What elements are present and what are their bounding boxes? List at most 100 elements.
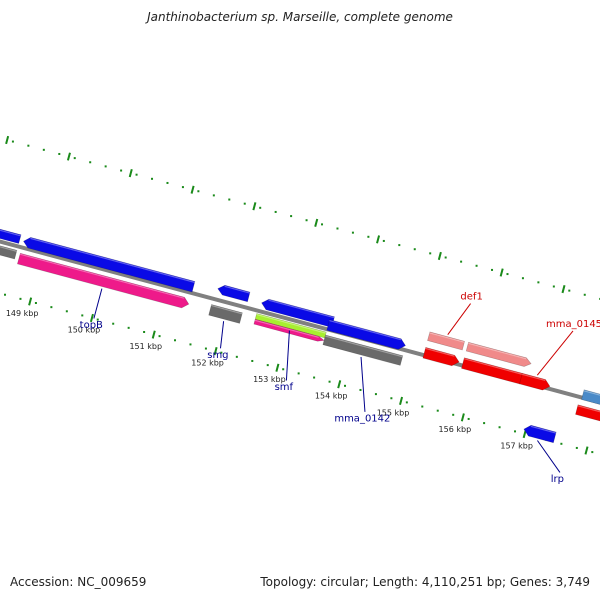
tick-dot	[274, 210, 277, 213]
gene-arrow	[575, 404, 600, 422]
tick-dot	[11, 140, 14, 143]
accession-label: Accession: NC_009659	[10, 575, 147, 589]
tick-dot	[42, 148, 45, 151]
tick-dot	[591, 451, 594, 454]
tick-dot	[552, 285, 555, 288]
tick-dot	[575, 446, 578, 449]
tick-dot	[220, 351, 223, 354]
tick-dot	[235, 355, 238, 358]
gene-label: smg	[207, 350, 228, 361]
major-tick	[151, 330, 156, 339]
tick-dots	[4, 140, 600, 454]
tick-dot	[189, 343, 192, 346]
major-tick	[213, 347, 218, 356]
tick-dot	[89, 161, 92, 164]
gene-arrow	[465, 341, 532, 367]
tick-label: 149 kbp	[6, 309, 39, 318]
gene-highlight	[521, 373, 546, 382]
gene-arrow	[519, 372, 551, 391]
tick-label: 152 kbp	[191, 359, 224, 368]
tick-dot	[197, 190, 200, 193]
gene-highlight	[325, 335, 403, 358]
major-tick	[337, 380, 342, 389]
tick-dot	[266, 364, 269, 367]
tick-dot	[151, 177, 154, 180]
tick-dot	[367, 235, 370, 238]
tick-dot	[135, 173, 138, 176]
tick-dot	[382, 239, 385, 242]
gene-highlight	[463, 358, 523, 375]
tick-dot	[212, 194, 215, 197]
major-tick	[128, 169, 133, 178]
gene-arrow	[0, 228, 22, 244]
tick-label: 155 kbp	[377, 408, 410, 417]
gene-highlight	[211, 304, 243, 315]
tick-dot	[65, 310, 68, 313]
gene-highlight	[30, 237, 195, 283]
gene-highlight	[425, 347, 455, 357]
gene-arrow	[261, 298, 335, 328]
tick-dot	[398, 244, 401, 247]
tick-dot	[498, 426, 501, 429]
tick-dot	[583, 293, 586, 296]
tick-dot	[460, 260, 463, 263]
major-tick	[376, 235, 381, 244]
tick-dot	[282, 368, 285, 371]
tick-dot	[313, 376, 316, 379]
tick-label: 151 kbp	[129, 342, 162, 351]
major-tick	[561, 284, 566, 294]
major-tick	[275, 363, 280, 372]
major-tick	[399, 396, 404, 405]
tick-dot	[521, 277, 524, 280]
gene-arrow	[217, 284, 251, 303]
gene-label: mma_0142	[334, 414, 390, 425]
tick-dot	[491, 268, 494, 271]
gene-highlight	[577, 405, 600, 413]
gene-highlight	[429, 332, 465, 343]
tick-dot	[290, 215, 293, 218]
tick-dot	[204, 347, 207, 350]
gene-highlight	[256, 313, 327, 334]
gene-label: smf	[275, 382, 294, 393]
tick-dot	[120, 169, 123, 172]
gene-highlight	[530, 425, 557, 434]
tick-dot	[181, 186, 184, 189]
tick-dot	[297, 372, 300, 375]
tick-label: 157 kbp	[500, 441, 533, 450]
tick-dot	[405, 401, 408, 404]
tick-dot	[421, 405, 424, 408]
major-tick	[190, 185, 195, 194]
gene-leader-line	[360, 356, 366, 412]
gene-arrow	[523, 424, 557, 444]
gene-label: mma_0145	[546, 319, 600, 330]
gene-highlight	[329, 319, 402, 341]
tick-dot	[328, 380, 331, 383]
tick-dot	[158, 335, 161, 338]
tick-dot	[251, 359, 254, 362]
gene-leader-line	[219, 321, 225, 349]
gene-label: def1	[460, 292, 482, 303]
gene-arrow	[208, 304, 243, 324]
gene-highlight	[19, 253, 185, 299]
tick-dot	[506, 273, 509, 276]
gene-highlight	[224, 285, 250, 294]
tick-dot	[374, 393, 377, 396]
tick-dot	[34, 302, 37, 305]
gene-leader-line	[285, 330, 290, 381]
gene-leader-line	[537, 440, 561, 473]
gene-highlight	[0, 246, 17, 252]
tick-dot	[127, 326, 130, 329]
gene-arrow	[427, 331, 465, 351]
tick-dot	[537, 281, 540, 284]
gene-arrow	[0, 245, 18, 260]
major-tick	[460, 413, 465, 422]
gene-arrow	[23, 237, 196, 293]
major-tick	[5, 135, 10, 145]
gene-highlight	[254, 319, 319, 338]
tick-dot	[321, 223, 324, 226]
major-ticks	[5, 135, 589, 455]
tick-dot	[351, 231, 354, 234]
tick-dot	[429, 252, 432, 255]
gene-label: topB	[80, 320, 103, 331]
